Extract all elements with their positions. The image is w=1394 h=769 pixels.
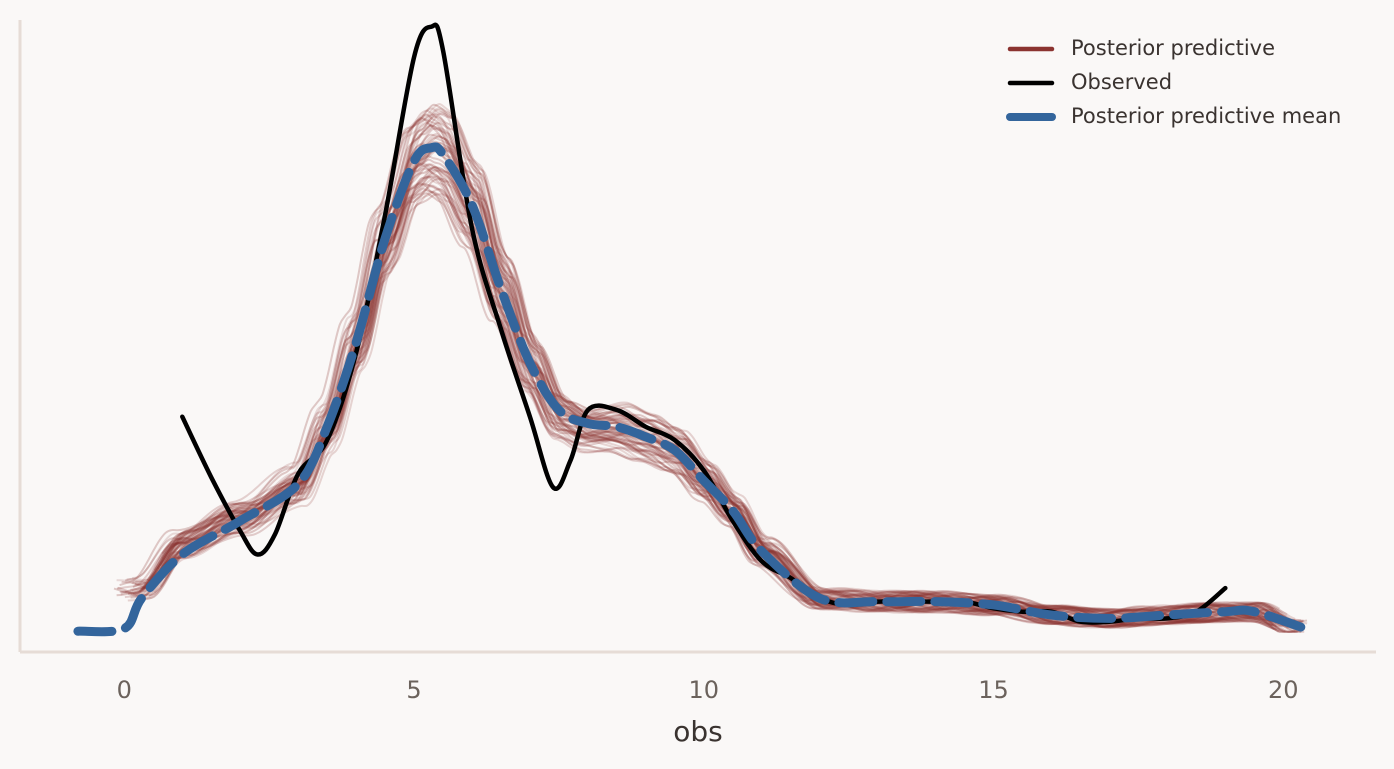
posterior-predictive-line xyxy=(124,162,1308,625)
legend-label-posterior-predictive: Posterior predictive xyxy=(1071,36,1276,60)
x-axis-ticks: 0 5 10 15 20 xyxy=(117,676,1299,704)
legend-label-observed: Observed xyxy=(1071,70,1173,94)
x-tick-label: 15 xyxy=(978,676,1009,704)
posterior-predictive-line xyxy=(143,187,1281,633)
posterior-predictive-line xyxy=(153,112,1297,622)
legend-label-posterior-predictive-mean: Posterior predictive mean xyxy=(1071,104,1342,128)
legend xyxy=(1006,46,1056,121)
posterior-predictive-line xyxy=(147,107,1302,622)
x-tick-label: 20 xyxy=(1268,676,1299,704)
posterior-predictive-line xyxy=(113,135,1303,630)
posterior-predictive-line xyxy=(143,193,1298,633)
posterior-predictive-mean-series xyxy=(73,142,1317,637)
x-tick-label: 0 xyxy=(117,676,132,704)
posterior-predictive-mean-line xyxy=(73,142,1317,637)
posterior-predictive-line xyxy=(132,121,1303,624)
posterior-predictive-line xyxy=(157,124,1300,633)
x-tick-label: 10 xyxy=(689,676,720,704)
x-axis-label: obs xyxy=(673,715,723,748)
x-tick-label: 5 xyxy=(406,676,421,704)
